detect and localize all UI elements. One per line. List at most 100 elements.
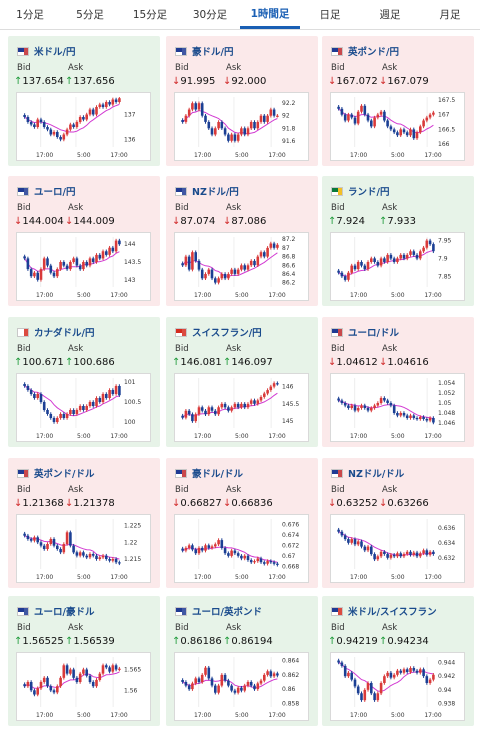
candle [360, 405, 363, 408]
currency-pair-link[interactable]: 豪ドル/ドル [192, 469, 243, 480]
ask-label: Ask [382, 344, 398, 354]
candle [249, 260, 253, 266]
currency-pair-link[interactable]: 米ドル/円 [34, 47, 76, 58]
flag-icon [17, 606, 29, 616]
arrow-down-icon: ↓ [14, 216, 23, 227]
currency-card[interactable]: NZドル/円 Bid Ask ↓87.074 ↓87.086 87.2 87 86.8 86.6… [166, 176, 318, 306]
mini-chart[interactable]: 1.054 1.052 1.05 1.048 1.046 17:00 5:00 17:00 [330, 373, 465, 442]
mini-chart[interactable]: 101 100.5 100 17:00 5:00 17:00 [16, 373, 151, 442]
currency-pair-link[interactable]: カナダドル/円 [34, 328, 95, 339]
mini-chart[interactable]: 7.95 7.9 7.85 17:00 5:00 17:00 [330, 232, 465, 301]
mini-chart[interactable]: 0.636 0.634 0.632 17:00 5:00 17:00 [330, 514, 465, 583]
candle [370, 120, 373, 127]
x-tick-label: 17:00 [350, 712, 367, 719]
ask-price: 1.21378 [73, 498, 115, 509]
currency-card[interactable]: カナダドル/円 Bid Ask ↑100.671 ↑100.686 101 100.5 100… [8, 317, 160, 447]
ask-price: 144.009 [73, 216, 115, 227]
arrow-up-icon: ↑ [172, 636, 181, 647]
arrow-down-icon: ↓ [172, 76, 181, 87]
candle [105, 251, 108, 255]
currency-card[interactable]: 豪ドル/ドル Bid Ask ↓0.66827 ↓0.66836 0.676 0.674 0.… [166, 458, 318, 588]
mini-chart[interactable]: 167.5 167 166.5 166 17:00 5:00 17:00 [330, 92, 465, 161]
mini-chart[interactable]: 0.944 0.942 0.94 0.938 17:00 5:00 17:00 [330, 652, 465, 721]
mini-chart[interactable]: 146 145.5 145 17:00 5:00 17:00 [174, 373, 309, 442]
x-tick-label: 17:00 [36, 152, 53, 159]
x-tick-label: 17:00 [194, 292, 211, 299]
tab-2[interactable]: 15分足 [132, 9, 168, 21]
mini-chart[interactable]: 87.2 87 86.8 86.6 86.4 86.2 17:00 5:00 17:00 [174, 232, 309, 301]
ask-price: 167.079 [387, 76, 429, 87]
y-tick-label: 137 [124, 112, 136, 119]
tab-7[interactable]: 月足 [439, 9, 461, 21]
mini-chart[interactable]: 136 137 17:00 5:00 17:00 [16, 92, 151, 161]
currency-pair-link[interactable]: 英ポンド/円 [348, 47, 399, 58]
candle [425, 117, 429, 121]
mini-chart[interactable]: 144 143.5 143 17:00 5:00 17:00 [16, 232, 151, 301]
candle [65, 532, 69, 544]
tab-5[interactable]: 日足 [319, 9, 341, 21]
currency-card[interactable]: 米ドル/円 Bid Ask ↑137.654 ↑137.656 136 137 17:00 5:… [8, 36, 160, 166]
candle [191, 683, 194, 690]
ask-price: 1.56539 [73, 636, 115, 647]
y-tick-label: 143 [124, 277, 136, 284]
candle [249, 560, 253, 563]
candle [233, 269, 237, 274]
ask-price: 1.04616 [387, 357, 429, 368]
candle [266, 247, 269, 257]
x-tick-label: 17:00 [36, 292, 53, 299]
candle [217, 685, 220, 693]
tab-0[interactable]: 1分足 [16, 9, 44, 21]
currency-pair-link[interactable]: ユーロ/ドル [348, 328, 399, 339]
currency-pair-link[interactable]: ランド/円 [348, 187, 390, 198]
mini-chart[interactable]: 0.676 0.674 0.672 0.67 0.668 17:00 5:00 17:00 [174, 514, 309, 583]
currency-pair-link[interactable]: ユーロ/円 [34, 187, 76, 198]
mini-chart[interactable]: 1.225 1.22 1.215 17:00 5:00 17:00 [16, 514, 151, 583]
currency-pair-link[interactable]: ユーロ/豪ドル [34, 607, 95, 618]
currency-pair-link[interactable]: 豪ドル/円 [192, 47, 234, 58]
tab-6[interactable]: 週足 [379, 9, 401, 21]
currency-card[interactable]: NZドル/ドル Bid Ask ↓0.63252 ↓0.63266 0.636 0.634 0… [322, 458, 474, 588]
currency-pair-link[interactable]: ユーロ/英ポンド [192, 607, 262, 618]
currency-card[interactable]: 豪ドル/円 Bid Ask ↓91.995 ↓92.000 92.2 92 91.8 91.6 1… [166, 36, 318, 166]
bid-price: 146.081 [180, 357, 222, 368]
x-tick-label: 5:00 [235, 574, 249, 581]
candle [181, 120, 184, 122]
currency-card[interactable]: ユーロ/ドル Bid Ask ↓1.04612 ↓1.04616 1.054 1.052 1.… [322, 317, 474, 447]
mini-chart[interactable]: 92.2 92 91.8 91.6 17:00 5:00 17:00 [174, 92, 309, 161]
currency-pair-link[interactable]: 米ドル/スイスフラン [348, 607, 437, 618]
currency-card[interactable]: スイスフラン/円 Bid Ask ↑146.081 ↑146.097 146 145.5 14… [166, 317, 318, 447]
candle [419, 126, 422, 133]
candle [392, 405, 396, 413]
currency-pair-link[interactable]: 英ポンド/ドル [34, 469, 95, 480]
y-tick-label: 143.5 [124, 259, 141, 266]
currency-card[interactable]: 英ポンド/円 Bid Ask ↓167.072 ↓167.079 167.5 167 166.… [322, 36, 474, 166]
currency-pair-link[interactable]: NZドル/ドル [348, 469, 405, 480]
candle [269, 386, 273, 390]
currency-card[interactable]: 英ポンド/ドル Bid Ask ↓1.21368 ↓1.21378 1.225 1.22 1.… [8, 458, 160, 588]
candle [402, 413, 406, 416]
y-tick-label: 167 [438, 112, 450, 119]
currency-pair-link[interactable]: スイスフラン/円 [192, 328, 262, 339]
chart-svg: 7.95 7.9 7.85 17:00 5:00 17:00 [337, 237, 452, 299]
candle [223, 403, 227, 408]
candle [200, 674, 204, 682]
currency-card[interactable]: 米ドル/スイスフラン Bid Ask ↑0.94219 ↑0.94234 0.944 0.9… [322, 596, 474, 726]
currency-card[interactable]: ユーロ/英ポンド Bid Ask ↑0.86186 ↑0.86194 0.864 0.862… [166, 596, 318, 726]
currency-pair-link[interactable]: NZドル/円 [192, 187, 239, 198]
currency-card[interactable]: ランド/円 Bid Ask ↑7.924 ↑7.933 7.95 7.9 7.85 17:00 5… [322, 176, 474, 306]
chart-svg: 1.565 1.56 17:00 5:00 17:00 [23, 657, 141, 719]
mini-chart[interactable]: 1.565 1.56 17:00 5:00 17:00 [16, 652, 151, 721]
tab-4[interactable]: 1時間足 [240, 0, 300, 29]
x-tick-label: 5:00 [77, 433, 91, 440]
currency-card[interactable]: ユーロ/円 Bid Ask ↓144.004 ↓144.009 144 143.5 143 17… [8, 176, 160, 306]
x-tick-label: 17:00 [36, 433, 53, 440]
bid-value: ↓1.04612 [328, 357, 378, 368]
tab-1[interactable]: 5分足 [76, 9, 104, 21]
tab-3[interactable]: 30分足 [192, 9, 228, 21]
flag-icon [17, 327, 29, 337]
candle [82, 552, 85, 556]
candle [197, 103, 201, 110]
mini-chart[interactable]: 0.864 0.862 0.86 0.858 17:00 5:00 17:00 [174, 652, 309, 721]
currency-card[interactable]: ユーロ/豪ドル Bid Ask ↑1.56525 ↑1.56539 1.565 1.56 17… [8, 596, 160, 726]
flag-icon [175, 606, 187, 616]
